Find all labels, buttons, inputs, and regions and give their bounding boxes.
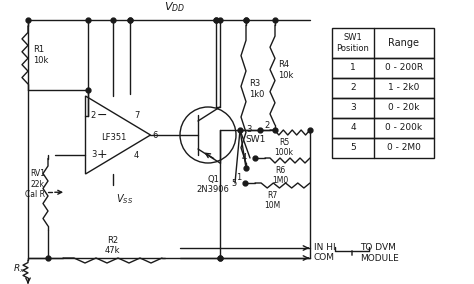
Text: R2
47k: R2 47k [105,236,120,255]
Text: R1
10k: R1 10k [33,45,48,65]
Text: Q1
2N3906: Q1 2N3906 [197,175,229,195]
Text: 6: 6 [153,131,158,139]
Text: 2: 2 [265,120,270,130]
Text: 5: 5 [350,143,356,153]
Bar [332,28,434,58]
Text: R6
1M0: R6 1M0 [272,166,288,185]
Text: 4: 4 [242,153,247,162]
Text: LF351: LF351 [101,133,127,141]
Text: 4: 4 [134,151,139,160]
Bar [332,98,434,118]
Text: 1 - 2k0: 1 - 2k0 [388,83,419,93]
Text: 3: 3 [91,150,96,159]
Bar [332,118,434,138]
Text: 7: 7 [134,110,139,120]
Bar [332,78,434,98]
Bar [332,58,434,78]
Text: 3: 3 [350,103,356,112]
Text: $R_x$: $R_x$ [13,263,25,275]
Text: −: − [96,109,107,122]
Text: 2: 2 [350,83,356,93]
Text: $V_{SS}$: $V_{SS}$ [116,192,133,206]
Text: SW1: SW1 [245,135,265,144]
Text: R7
10M: R7 10M [264,191,280,210]
Text: R5
100k: R5 100k [274,138,293,157]
Bar [332,138,434,158]
Text: $V_{DD}$: $V_{DD}$ [164,0,186,14]
Text: +: + [96,148,107,161]
Text: 4: 4 [350,124,356,133]
Text: Range: Range [389,38,419,48]
Text: COM: COM [314,254,335,262]
Text: RV1
22k
Cal R: RV1 22k Cal R [25,169,45,199]
Text: 3: 3 [246,126,252,135]
Text: IN HI: IN HI [314,243,336,252]
Text: R3
1k0: R3 1k0 [249,79,264,99]
Text: SW1
Position: SW1 Position [337,33,369,53]
Text: TO DVM
MODULE: TO DVM MODULE [360,243,399,263]
Text: 1: 1 [350,64,356,72]
Text: 0 - 200R: 0 - 200R [385,64,423,72]
Text: 0 - 2M0: 0 - 2M0 [387,143,421,153]
Text: 0 - 200k: 0 - 200k [385,124,422,133]
Text: 0 - 20k: 0 - 20k [388,103,419,112]
Text: 1: 1 [236,174,241,183]
Text: 5: 5 [232,179,237,187]
Text: 2: 2 [91,111,96,120]
Text: R4
10k: R4 10k [278,60,293,80]
